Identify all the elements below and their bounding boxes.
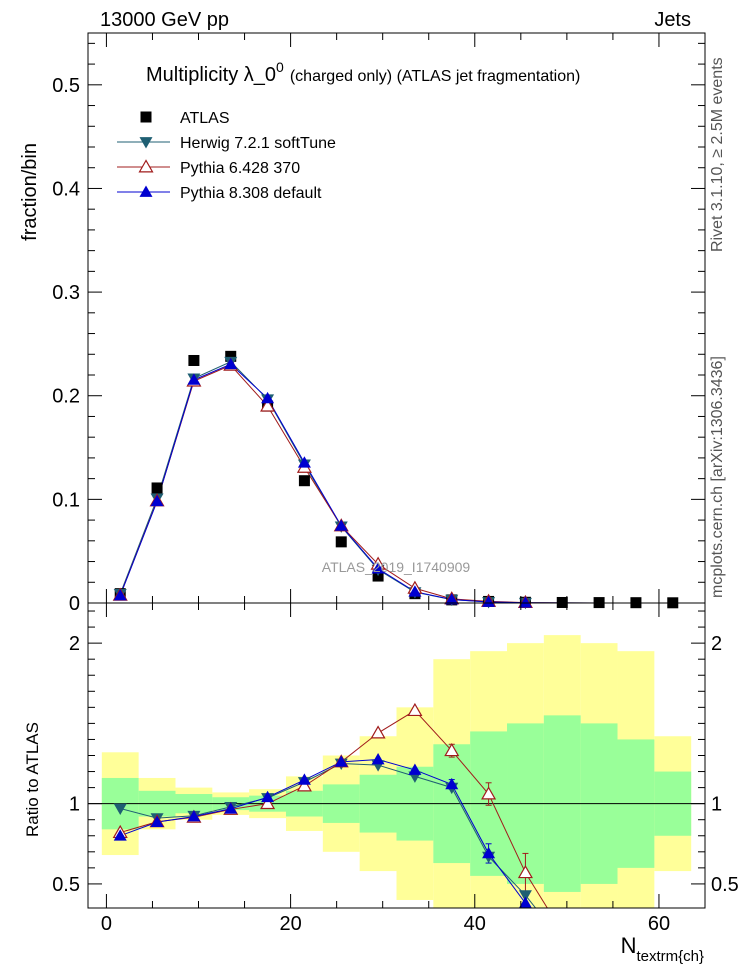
ratio-y-tick-label-right: 1: [711, 794, 722, 816]
series-2-point: [113, 589, 127, 601]
ratio-2-point: [518, 896, 532, 908]
header-left: 13000 GeV pp: [100, 9, 229, 31]
y-axis-label: fraction/bin: [19, 143, 41, 241]
ratio-2-point: [445, 777, 459, 790]
series-2-point: [445, 592, 459, 605]
x-axis-label: Ntextrm{ch}: [621, 933, 704, 965]
ratio-1-point: [260, 795, 276, 810]
ratio-y-tick-label: 2: [69, 633, 80, 655]
ratio-2-point: [334, 755, 348, 767]
atlas-point: [151, 482, 163, 494]
ratio-line-0: [120, 763, 537, 908]
atlas-point: [556, 596, 568, 608]
ratio-1-point: [517, 864, 533, 879]
ratio-plot: 0.5 0.51 12 20 20 40 60: [52, 602, 739, 935]
ratio-y-tick-label-right: 0.5: [711, 874, 739, 896]
x-tick-label: 60: [648, 913, 670, 935]
ratio-1-point: [370, 725, 386, 739]
series-2-point: [408, 585, 422, 597]
chart-title: Multiplicity λ_00 (charged only) (ATLAS j…: [146, 59, 580, 86]
watermark: ATLAS_2019_I1740909: [322, 559, 471, 575]
series-2-point: [187, 373, 201, 385]
series-2-point: [297, 456, 311, 468]
ratio-y-label: Ratio to ATLAS: [23, 722, 42, 837]
chart-title-main: Multiplicity λ_0: [146, 64, 276, 86]
ratio-2-point: [371, 753, 385, 765]
ratio-y-tick-label: 1: [69, 794, 80, 816]
ratio-0-point: [113, 803, 127, 815]
atlas-point: [335, 536, 347, 548]
rivet-label: Rivet 3.1.10, ≥ 2.5M events: [709, 57, 726, 252]
series-2-point: [518, 596, 532, 608]
series-1-point: [260, 398, 276, 412]
ratio-1-point: [407, 702, 423, 717]
series-2-point: [334, 519, 348, 531]
ratio-2-point: [297, 773, 311, 785]
legend: ATLAS Herwig 7.2.1 softTune Pythia 6.428 3…: [117, 110, 336, 202]
ratio-1-point: [444, 742, 460, 757]
series-2-point: [261, 391, 275, 404]
y-tick-label: 0.5: [52, 75, 80, 97]
x-axis-label-sub: textrm{ch}: [636, 948, 704, 965]
ratio-2-point: [482, 846, 496, 859]
ratio-y-tick-label: 0.5: [52, 874, 80, 896]
y-tick-label: 0.1: [52, 489, 80, 511]
chart-title-sup: 0: [276, 59, 284, 75]
ratio-series-clipped: [112, 702, 548, 908]
ratio-2-point: [261, 790, 275, 803]
legend-marker: [139, 185, 153, 197]
atlas-point: [225, 350, 237, 362]
ratio-y-tick-label-right: 2: [711, 633, 722, 655]
main-plot: 0 0.1 0.2 0.3 0.4 0.5 ATLAS_2019_I1740909: [52, 32, 706, 615]
y-tick-label: 0.2: [52, 386, 80, 408]
ratio-1-point: [481, 786, 497, 800]
x-tick-label: 40: [464, 913, 486, 935]
ratio-2-point: [408, 763, 422, 775]
ratio-line-1: [120, 709, 548, 908]
legend-label: ATLAS: [180, 110, 230, 127]
legend-label: Pythia 8.308 default: [180, 185, 322, 202]
ratio-2-point: [150, 815, 164, 827]
ratio-0-point: [518, 890, 532, 902]
x-axis-label-main: N: [621, 933, 637, 958]
x-tick-label: 0: [101, 913, 112, 935]
chart-title-rest: (charged only) (ATLAS jet fragmentation): [290, 68, 581, 85]
series-2-point: [150, 494, 164, 507]
legend-label: Pythia 6.428 370: [180, 160, 300, 177]
series-2-point: [371, 562, 385, 574]
series-2-point: [224, 357, 238, 370]
header-right: Jets: [654, 9, 691, 31]
legend-marker: [139, 137, 153, 149]
series-2-point: [482, 595, 496, 607]
ratio-2-point: [187, 810, 201, 822]
legend-marker: [138, 159, 154, 173]
ratio-2-point: [113, 829, 127, 841]
y-tick-label: 0.4: [52, 178, 80, 200]
ratio-line-2: [120, 759, 531, 908]
legend-label: Herwig 7.2.1 softTune: [180, 135, 336, 152]
mcplots-label: mcplots.cern.ch [arXiv:1306.3436]: [709, 356, 726, 598]
legend-marker: [140, 111, 152, 123]
y-tick-label: 0: [69, 593, 80, 615]
atlas-point: [298, 475, 310, 487]
ratio-1-point: [296, 778, 312, 792]
atlas-point: [188, 354, 200, 366]
x-tick-label: 20: [279, 913, 301, 935]
y-tick-label: 0.3: [52, 282, 80, 304]
ratio-2-point: [224, 802, 238, 814]
